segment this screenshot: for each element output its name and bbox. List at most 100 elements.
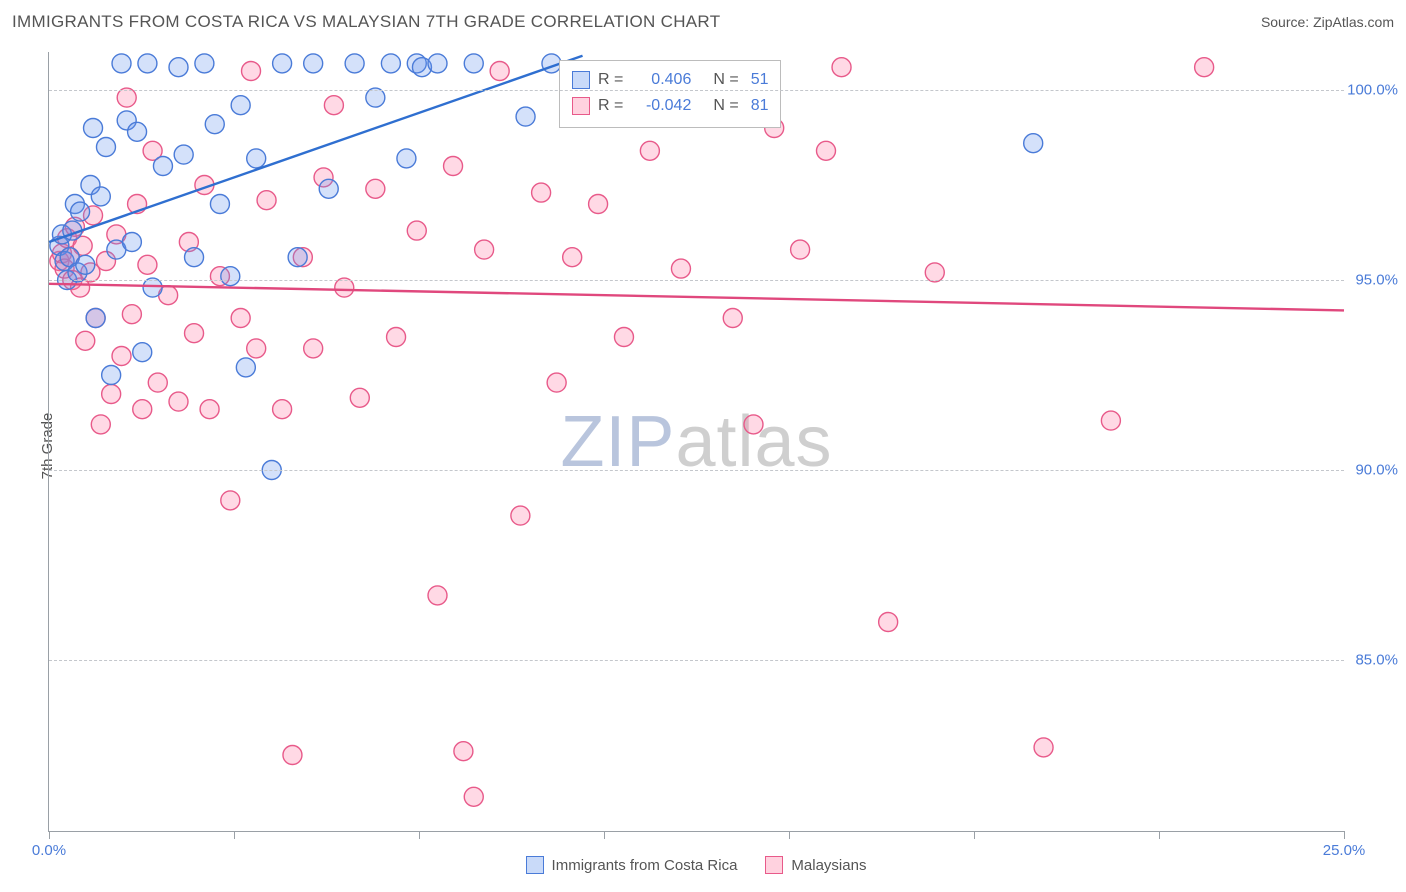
gridline bbox=[49, 90, 1344, 91]
scatter-point bbox=[273, 54, 292, 73]
source-link[interactable]: ZipAtlas.com bbox=[1313, 14, 1394, 30]
scatter-point bbox=[464, 787, 483, 806]
scatter-point bbox=[257, 191, 276, 210]
scatter-point bbox=[304, 339, 323, 358]
scatter-point bbox=[91, 187, 110, 206]
scatter-point bbox=[91, 415, 110, 434]
series-legend: Immigrants from Costa Rica Malaysians bbox=[48, 856, 1344, 874]
legend-n-label: N = bbox=[713, 97, 738, 115]
legend-r-value: 0.406 bbox=[635, 71, 691, 89]
x-tick bbox=[974, 831, 975, 839]
gridline bbox=[49, 470, 1344, 471]
scatter-point bbox=[879, 613, 898, 632]
scatter-point bbox=[444, 157, 463, 176]
scatter-point bbox=[464, 54, 483, 73]
scatter-point bbox=[288, 248, 307, 267]
scatter-point bbox=[247, 149, 266, 168]
scatter-point bbox=[133, 400, 152, 419]
scatter-point bbox=[86, 309, 105, 328]
scatter-point bbox=[511, 506, 530, 525]
gridline bbox=[49, 660, 1344, 661]
scatter-point bbox=[210, 195, 229, 214]
source-credit: Source: ZipAtlas.com bbox=[1261, 14, 1394, 30]
scatter-point bbox=[185, 248, 204, 267]
scatter-point bbox=[350, 388, 369, 407]
scatter-point bbox=[671, 259, 690, 278]
scatter-point bbox=[169, 58, 188, 77]
legend-swatch-blue bbox=[526, 856, 544, 874]
series-legend-label: Malaysians bbox=[791, 857, 866, 874]
scatter-point bbox=[1101, 411, 1120, 430]
scatter-point bbox=[516, 107, 535, 126]
scatter-point bbox=[817, 141, 836, 160]
x-tick bbox=[49, 831, 50, 839]
scatter-point bbox=[122, 305, 141, 324]
x-tick bbox=[604, 831, 605, 839]
scatter-point bbox=[185, 324, 204, 343]
scatter-point bbox=[200, 400, 219, 419]
legend-n-value: 81 bbox=[751, 97, 769, 115]
trend-line bbox=[49, 56, 583, 242]
scatter-point bbox=[723, 309, 742, 328]
scatter-point bbox=[614, 328, 633, 347]
scatter-point bbox=[221, 491, 240, 510]
scatter-point bbox=[454, 742, 473, 761]
scatter-point bbox=[112, 54, 131, 73]
scatter-point bbox=[319, 179, 338, 198]
scatter-point bbox=[195, 54, 214, 73]
series-legend-label: Immigrants from Costa Rica bbox=[552, 857, 738, 874]
scatter-point bbox=[832, 58, 851, 77]
scatter-point bbox=[153, 157, 172, 176]
scatter-point bbox=[304, 54, 323, 73]
scatter-point bbox=[71, 202, 90, 221]
scatter-point bbox=[1195, 58, 1214, 77]
y-tick-label: 85.0% bbox=[1355, 652, 1398, 669]
scatter-point bbox=[428, 586, 447, 605]
scatter-point bbox=[128, 122, 147, 141]
scatter-point bbox=[231, 96, 250, 115]
scatter-point bbox=[138, 54, 157, 73]
y-tick-label: 90.0% bbox=[1355, 462, 1398, 479]
scatter-point bbox=[324, 96, 343, 115]
scatter-point bbox=[490, 62, 509, 81]
scatter-point bbox=[84, 119, 103, 138]
legend-r-label: R = bbox=[598, 97, 623, 115]
scatter-point bbox=[205, 115, 224, 134]
scatter-point bbox=[381, 54, 400, 73]
header: IMMIGRANTS FROM COSTA RICA VS MALAYSIAN … bbox=[0, 0, 1406, 44]
legend-r-label: R = bbox=[598, 71, 623, 89]
scatter-point bbox=[112, 347, 131, 366]
scatter-point bbox=[148, 373, 167, 392]
y-tick-label: 95.0% bbox=[1355, 272, 1398, 289]
scatter-point bbox=[76, 255, 95, 274]
scatter-point bbox=[475, 240, 494, 259]
scatter-point bbox=[221, 267, 240, 286]
scatter-point bbox=[407, 221, 426, 240]
scatter-point bbox=[96, 138, 115, 157]
scatter-point bbox=[1024, 134, 1043, 153]
legend-row-pink: R = -0.042 N = 81 bbox=[572, 93, 768, 119]
chart-plot-area: ZIPatlas R = 0.406 N = 51 R = -0.042 N =… bbox=[48, 52, 1344, 832]
scatter-point bbox=[589, 195, 608, 214]
y-tick-label: 100.0% bbox=[1347, 82, 1398, 99]
scatter-point bbox=[138, 255, 157, 274]
scatter-point bbox=[387, 328, 406, 347]
scatter-point bbox=[102, 385, 121, 404]
scatter-point bbox=[133, 343, 152, 362]
scatter-point bbox=[428, 54, 447, 73]
scatter-point bbox=[242, 62, 261, 81]
scatter-point bbox=[366, 179, 385, 198]
scatter-point bbox=[102, 366, 121, 385]
scatter-point bbox=[273, 400, 292, 419]
legend-n-value: 51 bbox=[751, 71, 769, 89]
x-tick bbox=[234, 831, 235, 839]
scatter-point bbox=[76, 331, 95, 350]
scatter-point bbox=[640, 141, 659, 160]
scatter-point bbox=[532, 183, 551, 202]
series-legend-item: Immigrants from Costa Rica bbox=[526, 856, 738, 874]
scatter-point bbox=[397, 149, 416, 168]
legend-n-label: N = bbox=[713, 71, 738, 89]
legend-swatch-pink bbox=[572, 97, 590, 115]
scatter-point bbox=[744, 415, 763, 434]
scatter-point bbox=[345, 54, 364, 73]
